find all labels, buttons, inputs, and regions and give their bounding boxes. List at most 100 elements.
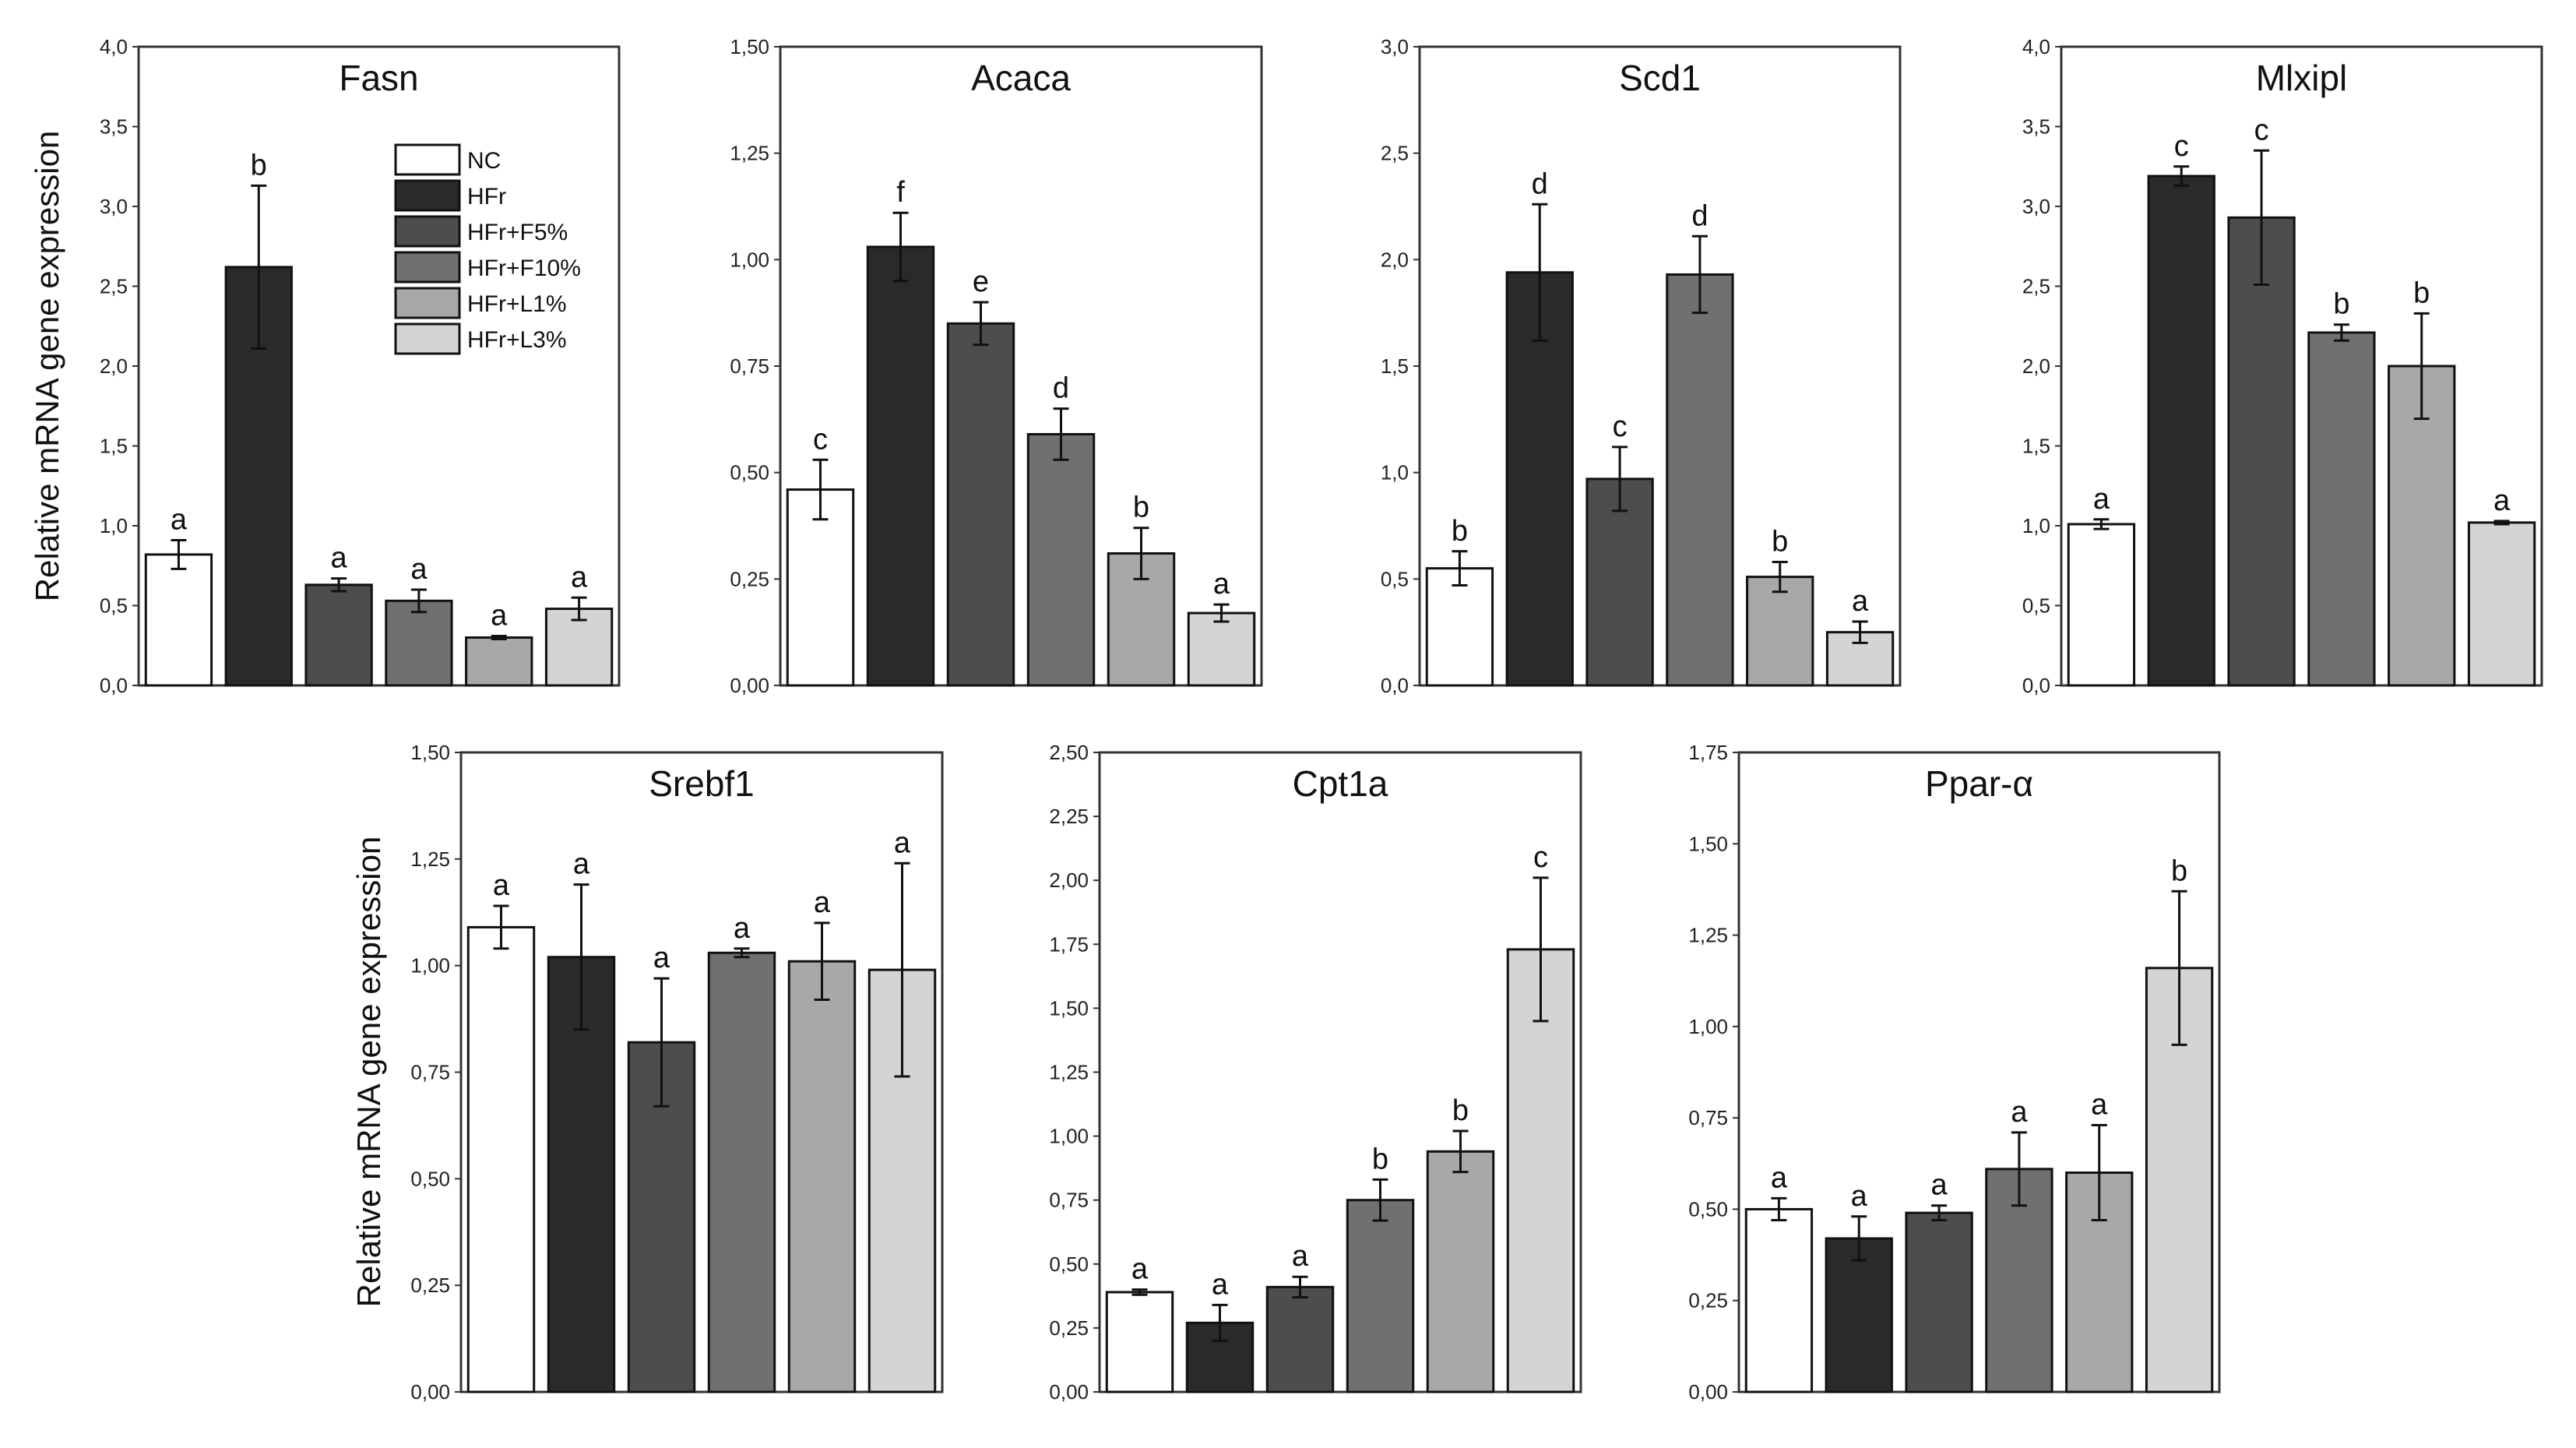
bar-nc [144,553,213,687]
bar-hfr-f5 [304,583,373,687]
significance-letter: a [1131,1253,1149,1286]
y-tick-label: 2,0 [100,354,128,378]
significance-letter: e [973,266,989,298]
bar-hfr-f5 [1585,477,1654,687]
y-tick-label: 2,5 [1381,142,1409,165]
y-tick-label: 2,0 [1381,248,1409,271]
y-tick-label: 1,25 [730,142,769,165]
significance-letter: a [571,561,588,594]
significance-letter: a [1771,1161,1788,1194]
y-tick-label: 1,50 [1688,832,1728,855]
panel-ppar: 0,00 0,25 0,50 0,75 1,00 1,25 1,50 1,75 Ppar-α a a… [1688,741,2221,1404]
significance-letter: a [1212,1268,1229,1301]
y-tick-label: 1,25 [1049,1061,1089,1084]
y-tick-label: 0,00 [410,1380,450,1404]
y-tick-label: 0,00 [730,674,769,697]
bar-hfr-l3 [2467,521,2536,687]
y-tick-label: 0,25 [730,567,769,590]
legend: NC HFr HFr+F5% HFr+F10% HFr+L1% HFr+L3% [394,143,581,355]
y-tick-label: 3,5 [2022,115,2050,139]
significance-letter: a [894,826,911,859]
y-tick-label: 1,00 [730,248,769,271]
significance-letter: a [2011,1096,2028,1129]
y-tick-label: 0,25 [1688,1289,1728,1312]
legend-swatch-hfr [394,179,461,212]
y-tick-label: 1,0 [1381,461,1409,484]
bar-nc [2067,523,2136,687]
y-tick-label: 0,25 [410,1274,450,1297]
y-tick-label: 3,0 [2022,195,2050,218]
y-tick-label: 0,75 [1049,1189,1089,1212]
legend-label: HFr+L3% [467,327,567,353]
legend-label: HFr [467,184,506,210]
y-tick-label: 0,0 [1381,674,1409,697]
significance-letter: a [2091,1089,2108,1122]
y-tick-label: 3,5 [100,115,128,139]
y-tick-label: 2,0 [2022,354,2050,378]
panel-mlxipl: 0,0 0,5 1,0 1,5 2,0 2,5 3,0 3,5 4,0 Mlxipl a c c b b a [2022,35,2543,697]
significance-letter: a [1213,568,1230,601]
legend-label: HFr+F10% [467,255,581,281]
legend-swatch-hfr-f10 [394,251,461,284]
legend-swatch-hfr-l3 [394,322,461,355]
bar-hfr-f5 [946,322,1015,687]
significance-letter: a [331,542,348,575]
bar-hfr-l1 [787,960,857,1393]
bar-hfr-f5 [1265,1285,1335,1393]
significance-letter: a [814,886,831,919]
legend-swatch-nc [394,143,461,176]
significance-letter: b [1452,515,1468,548]
y-axis-title: Relative mRNA gene expression [29,131,65,602]
y-tick-label: 0,0 [2022,674,2050,697]
bar-hfr-l1 [1426,1150,1495,1393]
y-tick-label: 1,00 [1688,1015,1728,1038]
bar-hfr [2147,174,2215,687]
significance-letter: a [573,848,590,881]
significance-letter: c [813,423,828,456]
significance-letter: c [2174,130,2189,163]
bar-hfr-f10 [1026,432,1096,687]
y-tick-label: 1,5 [1381,354,1409,378]
y-tick-label: 2,00 [1049,868,1089,892]
bar-hfr-f5 [1905,1211,1973,1393]
panel-title: Mlxipl [2256,58,2348,98]
significance-letter: d [1691,199,1708,232]
y-tick-label: 1,5 [2022,435,2050,458]
y-tick-label: 0,75 [730,354,769,378]
y-tick-label: 2,50 [1049,741,1089,764]
significance-letter: b [2171,854,2187,887]
bar-nc [1105,1291,1174,1393]
significance-letter: c [1533,841,1548,874]
bar-hfr-l1 [1746,576,1814,687]
significance-letter: b [1772,525,1788,558]
y-tick-label: 1,25 [410,847,450,871]
panel-srebf1: 0,00 0,25 0,50 0,75 1,00 1,25 1,50 Srebf1 a a a a a a [410,741,944,1404]
significance-letter: b [1372,1143,1388,1175]
y-tick-label: 0,00 [1688,1380,1728,1404]
bar-hfr-l1 [465,636,533,687]
y-tick-label: 2,5 [2022,275,2050,298]
y-tick-label: 1,75 [1688,741,1728,764]
panel-title: Scd1 [1619,58,1701,98]
y-tick-label: 3,0 [100,195,128,218]
significance-letter: a [2093,483,2110,516]
bar-hfr-l3 [1187,611,1256,687]
significance-letter: b [2413,277,2430,309]
legend-label: HFr+L1% [467,291,567,317]
y-tick-label: 0,50 [410,1167,450,1190]
panel-title: Ppar-α [1925,763,2033,804]
bar-hfr [1825,1237,1893,1393]
significance-letter: b [1452,1094,1469,1127]
y-tick-label: 0,50 [730,461,769,484]
bar-hfr-f10 [385,599,453,687]
y-tick-label: 1,0 [100,514,128,537]
y-tick-label: 0,00 [1049,1380,1089,1404]
y-tick-label: 0,5 [1381,567,1409,590]
significance-letter: d [1053,372,1069,405]
bar-hfr-f10 [1346,1199,1415,1393]
y-tick-label: 0,0 [100,674,128,697]
y-tick-label: 2,5 [100,275,128,298]
significance-letter: a [1931,1169,1948,1202]
significance-letter: f [896,176,905,209]
